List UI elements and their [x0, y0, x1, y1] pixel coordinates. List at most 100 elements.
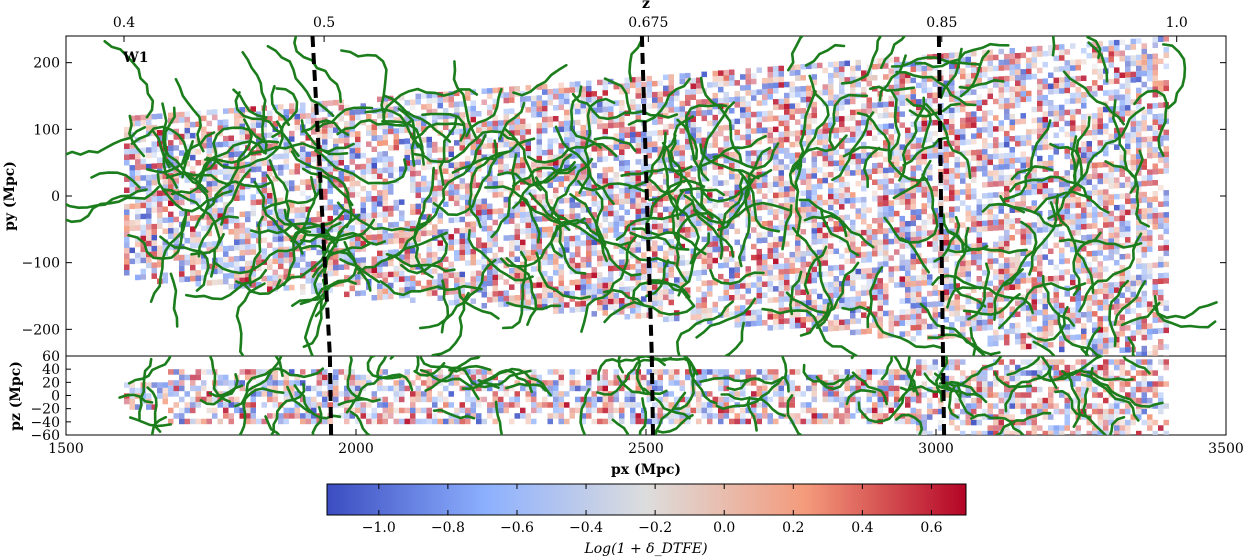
density-cell: [327, 287, 333, 293]
density-cell: [410, 171, 416, 177]
density-cell: [157, 196, 163, 202]
density-cell: [586, 289, 592, 295]
density-cell: [954, 244, 960, 251]
density-cell: [696, 83, 702, 89]
density-cell: [267, 165, 273, 171]
density-cell: [1048, 160, 1054, 166]
density-cell: [338, 149, 344, 155]
density-cell: [839, 165, 845, 172]
density-cell: [410, 297, 416, 303]
density-cell: [124, 215, 130, 221]
density-cell: [267, 193, 273, 199]
density-cell: [619, 193, 625, 199]
density-cell: [1037, 161, 1043, 167]
density-cell: [784, 285, 790, 291]
density-cell: [1097, 41, 1103, 47]
density-cell: [1004, 185, 1010, 192]
density-cell: [1064, 181, 1070, 187]
density-cell: [338, 182, 344, 188]
density-cell: [883, 173, 889, 179]
density-cell: [591, 162, 597, 169]
density-cell: [987, 209, 993, 215]
density-cell: [1031, 310, 1037, 316]
density-cell: [993, 153, 999, 160]
density-cell: [514, 207, 520, 213]
density-cell: [179, 260, 185, 266]
density-cell: [212, 208, 218, 214]
density-cell: [976, 204, 982, 210]
density-cell: [1070, 59, 1076, 66]
density-cell: [916, 286, 922, 292]
density-cell: [685, 72, 691, 79]
density-cell: [905, 193, 911, 199]
density-cell: [619, 149, 625, 155]
density-cell: [1075, 97, 1081, 104]
density-cell: [833, 226, 839, 232]
density-cell: [690, 210, 696, 216]
density-cell: [844, 192, 850, 199]
density-cell: [861, 174, 867, 181]
density-cell: [960, 332, 966, 338]
density-cell: [954, 167, 960, 174]
density-cell: [877, 63, 883, 70]
density-cell: [877, 212, 883, 218]
density-cell: [740, 316, 746, 322]
density-cell: [668, 250, 674, 256]
density-cell: [883, 74, 889, 80]
density-cell: [905, 138, 911, 144]
density-cell: [591, 107, 597, 114]
density-cell: [877, 278, 883, 284]
density-cell: [520, 245, 526, 251]
density-cell: [844, 137, 850, 144]
density-cell: [855, 65, 861, 71]
density-cell: [487, 242, 493, 248]
density-cell: [492, 274, 498, 281]
density-cell: [564, 126, 570, 132]
density-cell: [762, 259, 768, 265]
density-cell: [883, 233, 889, 240]
density-cell: [921, 296, 927, 303]
density-cell: [624, 193, 630, 199]
density-cell: [756, 89, 762, 95]
density-cell: [432, 147, 438, 153]
density-cell: [322, 128, 328, 134]
density-cell: [619, 122, 625, 128]
density-cell: [151, 174, 157, 180]
density-cell: [234, 140, 240, 146]
density-cell: [498, 290, 504, 297]
density-cell: [1037, 45, 1043, 52]
density-cell: [327, 215, 333, 222]
density-cell: [454, 195, 460, 201]
density-cell: [404, 220, 410, 227]
density-cell: [602, 84, 608, 91]
density-cell: [542, 232, 548, 238]
density-cell: [1037, 51, 1043, 57]
density-cell: [377, 289, 383, 295]
density-cell: [173, 255, 179, 261]
density-cell: [877, 168, 883, 174]
density-cell: [998, 142, 1004, 148]
density-cell: [965, 183, 971, 189]
density-cell: [399, 237, 405, 244]
density-cell: [1053, 231, 1059, 238]
density-cell: [685, 133, 691, 139]
density-cell: [443, 229, 449, 235]
density-cell: [613, 144, 619, 150]
density-cell: [1097, 118, 1103, 124]
density-cell: [239, 277, 245, 284]
density-cell: [228, 229, 234, 235]
density-cell: [146, 163, 152, 170]
density-cell: [899, 182, 905, 189]
density-cell: [1004, 240, 1010, 247]
density-cell: [696, 187, 702, 193]
density-cell: [894, 227, 900, 233]
density-cell: [839, 77, 845, 84]
density-cell: [371, 146, 377, 152]
density-cell: [916, 231, 922, 237]
density-cell: [168, 178, 174, 185]
density-cell: [866, 207, 872, 213]
density-cell: [745, 194, 751, 201]
density-cell: [635, 247, 641, 253]
density-cell: [492, 120, 498, 127]
density-cell: [448, 239, 454, 246]
